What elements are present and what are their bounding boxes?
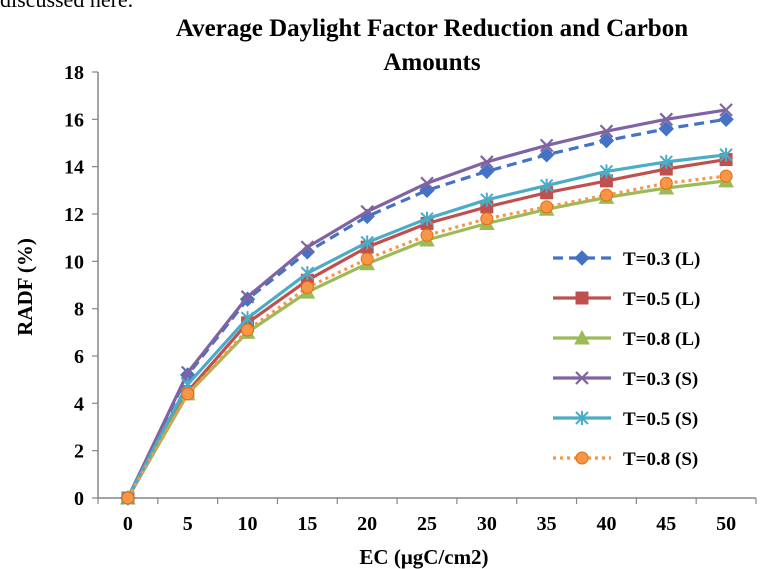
x-tick-label: 25 — [417, 513, 437, 535]
data-point — [658, 121, 674, 137]
x-tick-label: 0 — [123, 513, 133, 535]
data-point — [719, 169, 733, 183]
data-point — [659, 112, 674, 127]
data-point — [121, 491, 135, 505]
data-point — [479, 163, 495, 180]
legend-label: T=0.5 (L) — [623, 289, 700, 310]
data-point — [599, 164, 614, 179]
data-point — [360, 235, 374, 250]
data-point — [420, 176, 434, 191]
y-tick-label: 14 — [64, 157, 84, 179]
data-point — [420, 211, 434, 226]
y-tick-label: 8 — [74, 299, 84, 321]
data-point — [540, 200, 554, 214]
data-point — [240, 290, 255, 304]
y-tick-label: 10 — [64, 251, 84, 273]
series-line — [126, 153, 727, 499]
data-point — [240, 311, 255, 326]
data-point — [241, 323, 255, 337]
data-point — [599, 124, 614, 138]
data-point — [480, 155, 494, 169]
legend-marker — [575, 291, 589, 305]
x-tick-label: 5 — [183, 513, 193, 535]
y-tick-label: 6 — [74, 346, 84, 368]
data-point — [599, 188, 613, 202]
series-layer — [120, 103, 734, 506]
legend-label: T=0.8 (S) — [623, 449, 698, 470]
data-point — [480, 192, 494, 207]
legend-item: T=0.5 (L) — [553, 289, 700, 310]
chart-title-line-1: Average Daylight Factor Reduction and Ca… — [176, 15, 688, 42]
data-point — [538, 147, 555, 163]
data-point — [300, 280, 314, 294]
data-point — [480, 212, 494, 226]
y-tick-label: 2 — [74, 441, 84, 463]
data-point — [718, 111, 734, 128]
legend-label: T=0.3 (L) — [623, 249, 700, 270]
legend-marker — [575, 371, 589, 385]
axes: 0 2 4 6 8 10 12 14 16 18 0 5 10 15 20 25 30 35 40 45 50 — [64, 62, 757, 535]
legend-marker — [574, 329, 590, 345]
data-point — [300, 240, 315, 254]
data-point — [659, 176, 673, 190]
legend-label: T=0.3 (S) — [623, 369, 698, 390]
legend: T=0.3 (L) T=0.5 (L) T=0.8 (L) T=0.3 (S) T=0.… — [553, 249, 700, 470]
x-tick-label: 20 — [357, 513, 377, 535]
y-tick-label: 12 — [64, 204, 84, 226]
legend-marker — [575, 411, 589, 425]
data-point — [360, 252, 374, 266]
data-point — [598, 132, 615, 149]
x-tick-label: 40 — [596, 513, 616, 535]
legend-item: T=0.8 (S) — [553, 449, 698, 470]
legend-item: T=0.5 (S) — [553, 409, 698, 430]
data-point — [539, 138, 554, 153]
cropped-top-text: discussed here. — [0, 0, 133, 13]
legend-item: T=0.8 (L) — [553, 329, 700, 350]
x-tick-label: 30 — [477, 513, 497, 535]
data-point — [181, 387, 195, 401]
data-point — [719, 103, 733, 117]
data-point — [659, 154, 673, 169]
legend-marker — [575, 451, 589, 465]
data-point — [420, 228, 434, 242]
y-tick-label: 4 — [74, 393, 84, 415]
data-point — [539, 178, 554, 193]
legend-label: T=0.8 (L) — [623, 329, 700, 350]
x-tick-label: 15 — [297, 513, 317, 535]
data-point — [180, 365, 195, 380]
legend-item: T=0.3 (S) — [553, 369, 698, 390]
x-axis-label: EC (μgC/cm2) — [359, 545, 488, 569]
x-tick-label: 35 — [537, 513, 557, 535]
x-tick-label: 10 — [238, 513, 258, 535]
data-point — [719, 147, 733, 162]
data-point — [360, 204, 374, 219]
chart-title-line-2: Amounts — [383, 49, 481, 76]
y-tick-label: 18 — [64, 62, 84, 84]
x-tick-label: 45 — [656, 513, 676, 535]
y-tick-label: 16 — [64, 109, 84, 131]
y-tick-label: 0 — [74, 488, 84, 510]
series-6 — [121, 169, 733, 505]
legend-item: T=0.3 (L) — [553, 249, 700, 270]
y-axis-label: RADF (%) — [13, 238, 37, 336]
legend-marker — [574, 250, 590, 266]
legend-label: T=0.5 (S) — [623, 409, 698, 430]
x-tick-label: 50 — [716, 513, 736, 535]
data-point — [300, 266, 315, 281]
